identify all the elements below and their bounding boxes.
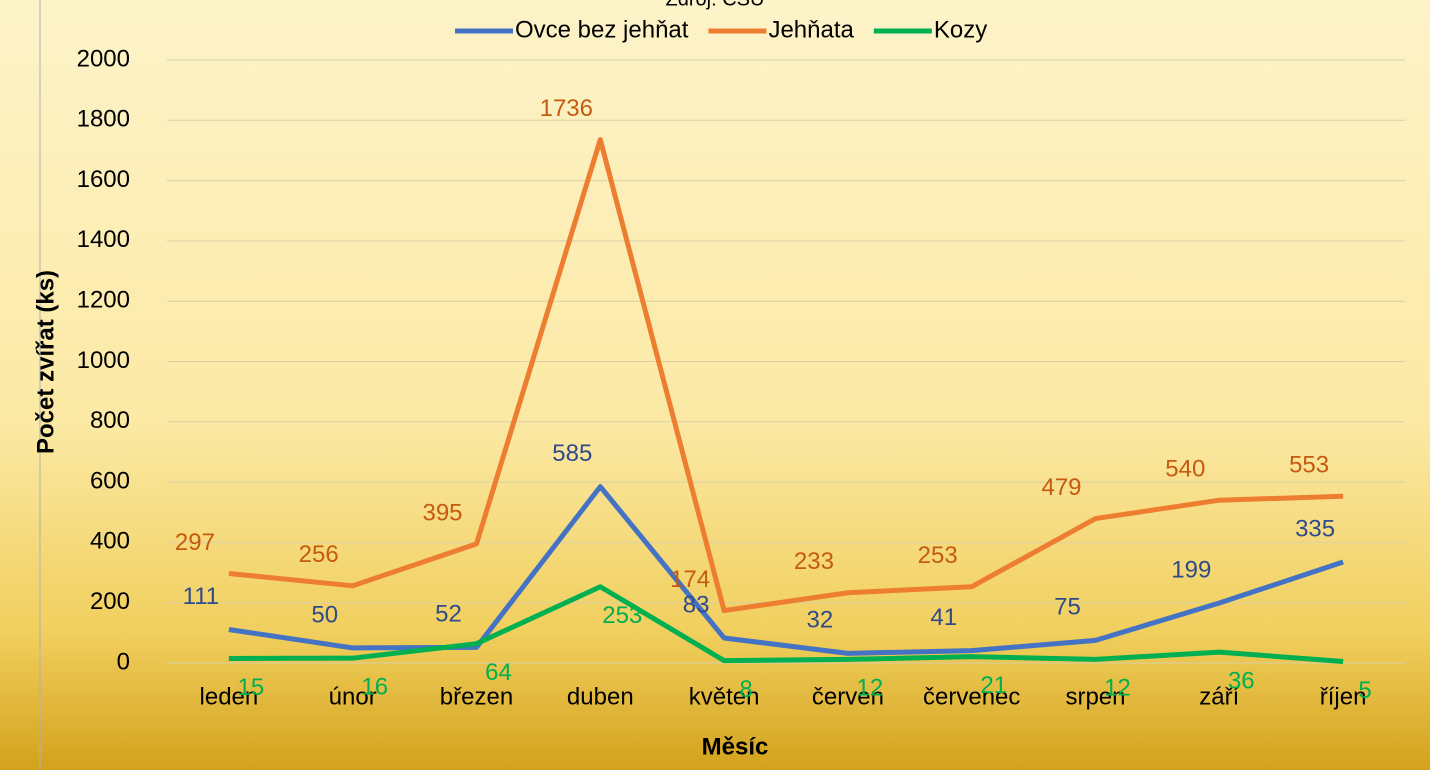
data-label: 41 <box>930 604 957 631</box>
y-tick-label: 1200 <box>77 287 130 314</box>
data-label: 540 <box>1165 456 1205 483</box>
data-label: 21 <box>980 672 1007 699</box>
legend-label: Jehňata <box>768 16 854 43</box>
data-label: 111 <box>183 583 219 610</box>
x-axis-title: Měsíc <box>702 733 769 760</box>
y-tick-label: 1400 <box>77 226 130 253</box>
data-label: 50 <box>311 601 338 628</box>
data-label: 174 <box>670 566 710 593</box>
data-label: 83 <box>683 591 710 618</box>
x-tick-label: duben <box>567 683 634 710</box>
data-label: 1736 <box>540 95 593 122</box>
data-label: 16 <box>361 674 388 701</box>
y-tick-label: 600 <box>90 467 130 494</box>
legend-label: Kozy <box>934 16 987 43</box>
data-label: 64 <box>485 659 512 686</box>
data-label: 32 <box>807 607 834 634</box>
y-tick-label: 1000 <box>77 347 130 374</box>
y-tick-label: 2000 <box>77 45 130 72</box>
data-label: 297 <box>175 529 215 556</box>
data-label: 75 <box>1054 594 1081 621</box>
x-tick-label: září <box>1199 683 1239 710</box>
x-tick-label: červen <box>812 683 884 710</box>
y-tick-label: 400 <box>90 528 130 555</box>
x-tick-label: srpen <box>1065 683 1125 710</box>
x-tick-label: leden <box>200 683 259 710</box>
y-tick-label: 200 <box>90 588 130 615</box>
data-label: 12 <box>1104 675 1131 702</box>
data-label: 36 <box>1228 667 1255 694</box>
x-tick-label: únor <box>329 683 377 710</box>
x-tick-label: říjen <box>1320 683 1367 710</box>
data-label: 8 <box>739 676 752 703</box>
data-label: 253 <box>602 602 642 629</box>
data-label: 335 <box>1295 515 1335 542</box>
x-tick-label: březen <box>440 683 513 710</box>
y-tick-label: 1800 <box>77 106 130 133</box>
y-tick-label: 800 <box>90 407 130 434</box>
data-label: 12 <box>857 675 884 702</box>
data-label: 5 <box>1358 677 1371 704</box>
data-label: 199 <box>1171 556 1211 583</box>
series-line <box>228 484 1344 656</box>
data-label: 233 <box>794 548 834 575</box>
data-label: 15 <box>238 674 265 701</box>
legend-label: Ovce bez jehňat <box>515 16 689 43</box>
x-tick-label: květen <box>689 683 760 710</box>
data-label: 256 <box>299 541 339 568</box>
y-tick-label: 1600 <box>77 166 130 193</box>
data-label: 395 <box>422 499 462 526</box>
series-line <box>228 584 1344 664</box>
y-axis-title: Počet zvířat (ks) <box>32 270 59 454</box>
data-label: 253 <box>918 542 958 569</box>
subtitle: Zdroj: ČSÚ <box>666 0 765 10</box>
y-tick-label: 0 <box>117 648 130 675</box>
x-tick-label: červenec <box>923 683 1020 710</box>
data-label: 479 <box>1041 474 1081 501</box>
data-label: 553 <box>1289 452 1329 479</box>
series-line <box>228 137 1344 614</box>
data-label: 585 <box>552 440 592 467</box>
data-label: 52 <box>435 601 462 628</box>
